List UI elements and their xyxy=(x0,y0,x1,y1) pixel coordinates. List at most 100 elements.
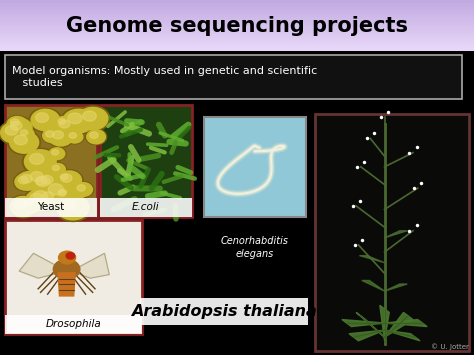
Circle shape xyxy=(59,189,66,195)
Circle shape xyxy=(37,188,64,208)
Polygon shape xyxy=(359,256,384,263)
Circle shape xyxy=(78,108,108,130)
Polygon shape xyxy=(349,330,384,341)
Circle shape xyxy=(57,171,75,185)
Circle shape xyxy=(26,190,53,211)
Circle shape xyxy=(69,133,77,138)
Circle shape xyxy=(29,171,64,197)
Bar xyxy=(0,5,474,7)
Circle shape xyxy=(48,147,66,160)
Circle shape xyxy=(8,195,38,218)
Circle shape xyxy=(6,115,28,132)
Polygon shape xyxy=(362,280,384,291)
Text: Cenorhabditis
elegans: Cenorhabditis elegans xyxy=(221,236,289,259)
Circle shape xyxy=(14,200,26,209)
Circle shape xyxy=(52,150,59,155)
Circle shape xyxy=(37,172,63,192)
Circle shape xyxy=(39,189,63,207)
Polygon shape xyxy=(342,320,384,327)
Circle shape xyxy=(55,186,74,200)
Circle shape xyxy=(59,120,70,128)
Bar xyxy=(0,48,474,50)
Circle shape xyxy=(41,128,63,143)
Bar xyxy=(0,27,474,29)
Circle shape xyxy=(54,260,80,279)
Circle shape xyxy=(58,190,66,196)
Circle shape xyxy=(31,174,56,192)
Circle shape xyxy=(35,177,46,185)
Circle shape xyxy=(28,187,59,210)
Circle shape xyxy=(90,132,98,138)
Bar xyxy=(0,17,474,19)
Polygon shape xyxy=(356,312,384,337)
Circle shape xyxy=(58,172,74,184)
Circle shape xyxy=(54,187,74,202)
Circle shape xyxy=(85,129,107,145)
Circle shape xyxy=(65,130,84,144)
Bar xyxy=(0,2,474,4)
Circle shape xyxy=(30,171,43,181)
Bar xyxy=(0,12,474,14)
Circle shape xyxy=(54,116,81,136)
Circle shape xyxy=(7,116,27,131)
Bar xyxy=(5,315,142,334)
Circle shape xyxy=(36,113,48,122)
Bar xyxy=(0,50,474,51)
Circle shape xyxy=(55,116,72,129)
Bar xyxy=(0,14,474,15)
Text: E.coli: E.coli xyxy=(132,202,160,212)
Circle shape xyxy=(35,171,65,193)
Circle shape xyxy=(59,251,76,264)
Circle shape xyxy=(17,171,42,190)
Bar xyxy=(0,39,474,41)
Bar xyxy=(5,198,97,217)
Text: Drosophila: Drosophila xyxy=(46,320,101,329)
Bar xyxy=(5,55,462,99)
Polygon shape xyxy=(384,312,413,337)
Bar xyxy=(0,43,474,45)
Circle shape xyxy=(5,126,18,135)
Circle shape xyxy=(77,185,85,191)
Bar xyxy=(0,21,474,22)
Polygon shape xyxy=(384,330,420,341)
Circle shape xyxy=(22,148,58,175)
Circle shape xyxy=(16,170,44,191)
Bar xyxy=(0,33,474,34)
Text: Model organisms: Mostly used in genetic and scientific
   studies: Model organisms: Mostly used in genetic … xyxy=(12,66,317,88)
Bar xyxy=(0,7,474,9)
Circle shape xyxy=(61,174,72,182)
Circle shape xyxy=(18,196,42,214)
Circle shape xyxy=(83,111,96,121)
Bar xyxy=(5,105,97,217)
Text: Arabidopsis thaliana: Arabidopsis thaliana xyxy=(131,304,317,319)
Circle shape xyxy=(74,182,92,196)
Circle shape xyxy=(60,174,68,180)
Circle shape xyxy=(41,175,53,184)
Circle shape xyxy=(24,189,55,212)
Bar xyxy=(0,34,474,36)
Circle shape xyxy=(14,135,27,145)
Circle shape xyxy=(0,121,31,144)
Circle shape xyxy=(23,200,33,207)
Circle shape xyxy=(49,148,65,160)
Circle shape xyxy=(25,150,56,174)
Bar xyxy=(0,26,474,27)
Bar xyxy=(0,0,474,2)
Circle shape xyxy=(62,199,77,210)
Bar xyxy=(0,38,474,39)
Circle shape xyxy=(34,191,47,201)
Text: Yeast: Yeast xyxy=(37,202,64,212)
Circle shape xyxy=(43,192,54,200)
Bar xyxy=(0,36,474,38)
Circle shape xyxy=(8,130,41,155)
Circle shape xyxy=(56,187,73,200)
Circle shape xyxy=(50,163,65,175)
Bar xyxy=(204,117,306,217)
Circle shape xyxy=(6,118,32,138)
Circle shape xyxy=(76,106,110,131)
Circle shape xyxy=(68,113,82,124)
Circle shape xyxy=(47,127,74,147)
Circle shape xyxy=(10,197,36,217)
Circle shape xyxy=(56,195,90,220)
Circle shape xyxy=(53,131,64,139)
